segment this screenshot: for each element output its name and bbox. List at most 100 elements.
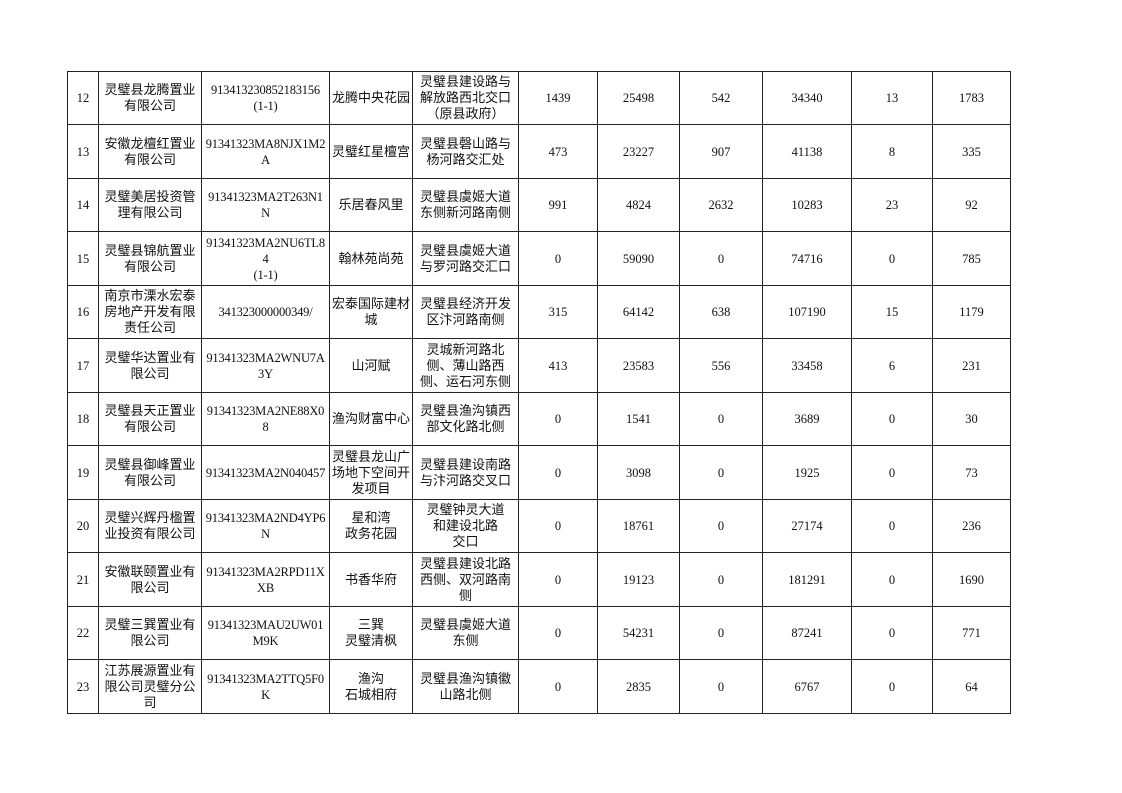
project-location-cell: 灵城新河路北侧、薄山路西侧、运石河东侧 [412, 338, 519, 393]
row-number-cell: 19 [67, 445, 99, 500]
company-name-cell: 安徽联颐置业有限公司 [98, 552, 202, 607]
value-5-cell: 0 [851, 552, 933, 607]
row-number-cell: 14 [67, 178, 99, 232]
value-4-cell: 74716 [762, 231, 852, 286]
value-2-cell: 18761 [597, 499, 680, 553]
company-name-cell: 南京市溧水宏泰房地产开发有限责任公司 [98, 285, 202, 339]
project-location-cell: 灵璧县渔沟镇徽山路北侧 [412, 659, 519, 714]
value-2-cell: 64142 [597, 285, 680, 339]
credit-code-cell: 91341323MA2N040457 [201, 445, 330, 500]
value-3-cell: 0 [679, 552, 763, 607]
project-name-cell: 乐居春风里 [329, 178, 413, 232]
project-name-cell: 宏泰国际建材城 [329, 285, 413, 339]
project-location-cell: 灵璧县建设南路与汴河路交叉口 [412, 445, 519, 500]
row-number-cell: 15 [67, 231, 99, 286]
table-row: 18 灵璧县天正置业有限公司 91341323MA2NE88X08 渔沟财富中心 灵璧县… [67, 392, 1011, 446]
value-1-cell: 315 [518, 285, 598, 339]
value-6-cell: 236 [932, 499, 1011, 553]
table-body: 12 灵璧县龙腾置业有限公司 913413230852183156 (1-1) 龙腾中… [67, 71, 1011, 714]
value-4-cell: 87241 [762, 606, 852, 660]
project-location-cell: 灵璧钟灵大道 和建设北路 交口 [412, 499, 519, 553]
table-row: 21 安徽联颐置业有限公司 91341323MA2RPD11XXB 书香华府 灵璧县建设… [67, 552, 1011, 607]
company-name-cell: 灵璧美居投资管理有限公司 [98, 178, 202, 232]
row-number-cell: 17 [67, 338, 99, 393]
value-3-cell: 0 [679, 659, 763, 714]
value-2-cell: 19123 [597, 552, 680, 607]
value-6-cell: 1783 [932, 71, 1011, 125]
project-location-cell: 灵璧县虞姬大道与罗河路交汇口 [412, 231, 519, 286]
company-name-cell: 江苏展源置业有限公司灵璧分公司 [98, 659, 202, 714]
value-5-cell: 0 [851, 499, 933, 553]
credit-code-cell: 91341323MA2WNU7A3Y [201, 338, 330, 393]
value-5-cell: 0 [851, 445, 933, 500]
project-name-cell: 山河赋 [329, 338, 413, 393]
value-6-cell: 1690 [932, 552, 1011, 607]
credit-code-cell: 91341323MA8NJX1M2A [201, 124, 330, 179]
value-1-cell: 0 [518, 392, 598, 446]
value-6-cell: 1179 [932, 285, 1011, 339]
table-row: 19 灵璧县御峰置业有限公司 91341323MA2N040457 灵璧县龙山广场地下… [67, 445, 1011, 500]
value-2-cell: 25498 [597, 71, 680, 125]
project-name-cell: 三巽 灵璧清枫 [329, 606, 413, 660]
company-name-cell: 灵璧县龙腾置业有限公司 [98, 71, 202, 125]
value-4-cell: 3689 [762, 392, 852, 446]
table-row: 16 南京市溧水宏泰房地产开发有限责任公司 341323000000349/宏泰国际… [67, 285, 1011, 339]
value-1-cell: 0 [518, 499, 598, 553]
value-2-cell: 2835 [597, 659, 680, 714]
project-location-cell: 灵璧县虞姬大道东侧新河路南侧 [412, 178, 519, 232]
value-4-cell: 27174 [762, 499, 852, 553]
value-6-cell: 785 [932, 231, 1011, 286]
value-3-cell: 2632 [679, 178, 763, 232]
value-4-cell: 6767 [762, 659, 852, 714]
project-location-cell: 灵璧县建设路与解放路西北交口（原县政府） [412, 71, 519, 125]
value-4-cell: 41138 [762, 124, 852, 179]
project-location-cell: 灵璧县渔沟镇西部文化路北侧 [412, 392, 519, 446]
row-number-cell: 18 [67, 392, 99, 446]
project-name-cell: 灵璧县龙山广场地下空间开发项目 [329, 445, 413, 500]
value-4-cell: 34340 [762, 71, 852, 125]
credit-code-cell: 91341323MA2T263N1N [201, 178, 330, 232]
value-6-cell: 335 [932, 124, 1011, 179]
row-number-cell: 12 [67, 71, 99, 125]
row-number-cell: 22 [67, 606, 99, 660]
table-row: 14 灵璧美居投资管理有限公司 91341323MA2T263N1N 乐居春风里 灵璧县… [67, 178, 1011, 232]
value-2-cell: 3098 [597, 445, 680, 500]
company-name-cell: 灵璧县御峰置业有限公司 [98, 445, 202, 500]
value-1-cell: 1439 [518, 71, 598, 125]
company-name-cell: 安徽龙檀红置业有限公司 [98, 124, 202, 179]
table-row: 23 江苏展源置业有限公司灵璧分公司 91341323MA2TTQ5F0K 渔沟 石城… [67, 659, 1011, 714]
value-3-cell: 0 [679, 445, 763, 500]
value-3-cell: 0 [679, 499, 763, 553]
project-name-cell: 灵璧红星檀宫 [329, 124, 413, 179]
value-1-cell: 0 [518, 445, 598, 500]
project-name-cell: 渔沟 石城相府 [329, 659, 413, 714]
company-name-cell: 灵璧华达置业有限公司 [98, 338, 202, 393]
company-name-cell: 灵璧县天正置业有限公司 [98, 392, 202, 446]
value-4-cell: 10283 [762, 178, 852, 232]
table-row: 17 灵璧华达置业有限公司 91341323MA2WNU7A3Y 山河赋 灵城新河路北侧… [67, 338, 1011, 393]
value-1-cell: 0 [518, 659, 598, 714]
project-location-cell: 灵璧县磬山路与杨河路交汇处 [412, 124, 519, 179]
company-name-cell: 灵璧兴辉丹楹置业投资有限公司 [98, 499, 202, 553]
value-3-cell: 907 [679, 124, 763, 179]
value-2-cell: 23227 [597, 124, 680, 179]
table-row: 20 灵璧兴辉丹楹置业投资有限公司 91341323MA2ND4YP6N 星和湾 政务… [67, 499, 1011, 553]
row-number-cell: 21 [67, 552, 99, 607]
value-5-cell: 23 [851, 178, 933, 232]
value-5-cell: 0 [851, 659, 933, 714]
value-3-cell: 638 [679, 285, 763, 339]
project-name-cell: 龙腾中央花园 [329, 71, 413, 125]
value-2-cell: 1541 [597, 392, 680, 446]
row-number-cell: 23 [67, 659, 99, 714]
value-5-cell: 6 [851, 338, 933, 393]
credit-code-cell: 91341323MA2NU6TL84 (1-1) [201, 231, 330, 286]
value-3-cell: 542 [679, 71, 763, 125]
value-1-cell: 991 [518, 178, 598, 232]
credit-code-cell: 341323000000349/ [201, 285, 330, 339]
value-4-cell: 33458 [762, 338, 852, 393]
value-1-cell: 0 [518, 606, 598, 660]
project-name-cell: 渔沟财富中心 [329, 392, 413, 446]
value-5-cell: 0 [851, 606, 933, 660]
table-row: 15 灵璧县锦航置业有限公司 91341323MA2NU6TL84 (1-1) 翰林苑… [67, 231, 1011, 286]
project-location-cell: 灵璧县虞姬大道东侧 [412, 606, 519, 660]
